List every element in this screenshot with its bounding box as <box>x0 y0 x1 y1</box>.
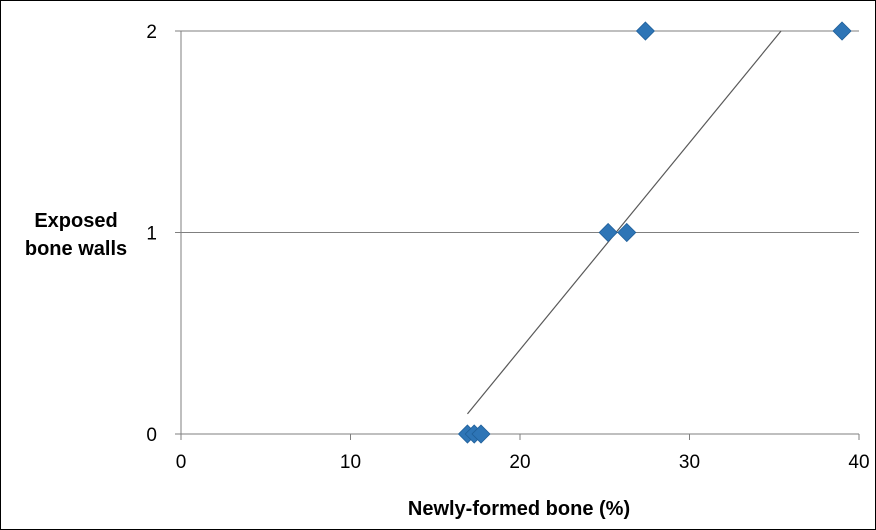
x-tick-label-0: 0 <box>176 452 187 473</box>
y-tick-label-0: 0 <box>146 425 157 446</box>
trendline <box>466 30 782 415</box>
data-point-3 <box>598 222 618 243</box>
x-tick-label-3: 30 <box>679 452 700 473</box>
x-tick-label-1: 10 <box>340 452 361 473</box>
trendline-group <box>466 30 782 415</box>
x-axis-title: Newly-formed bone (%) <box>408 498 630 520</box>
data-point-6 <box>832 21 852 41</box>
axes <box>175 30 860 440</box>
x-tick-label-4: 40 <box>848 452 869 473</box>
data-point-2 <box>471 424 491 444</box>
data-points <box>457 21 852 444</box>
gridlines <box>181 30 859 233</box>
x-tick-label-2: 20 <box>509 452 530 473</box>
data-point-5 <box>635 21 655 41</box>
data-point-4 <box>617 222 637 243</box>
y-tick-label-2: 2 <box>146 22 157 43</box>
y-tick-label-1: 1 <box>146 224 157 245</box>
y-axis-title-line-1: Exposed <box>34 210 117 232</box>
y-axis-title-line-2: bone walls <box>25 238 127 260</box>
